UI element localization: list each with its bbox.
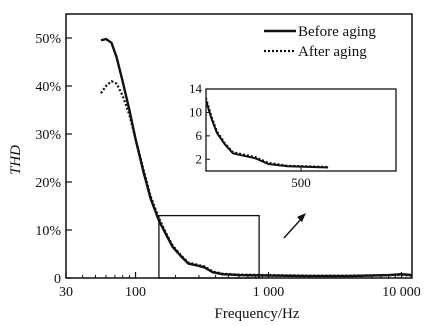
x-tick-label: 1 000 bbox=[253, 285, 285, 300]
zoom-annotation bbox=[158, 213, 306, 279]
zoom-box bbox=[158, 214, 260, 279]
inset-plot: 2 6 10 14 500 bbox=[189, 81, 397, 190]
zoom-arrow-line bbox=[283, 217, 303, 239]
x-axis-label: Frequency/Hz bbox=[215, 306, 300, 322]
y-tick-label: 50% bbox=[35, 32, 61, 47]
inset-y-tick-label: 10 bbox=[189, 104, 202, 119]
inset-frame bbox=[205, 88, 397, 172]
x-tick-label: 30 bbox=[59, 285, 73, 300]
inset-y-tick-label: 2 bbox=[196, 151, 203, 166]
y-tick-label: 0 bbox=[54, 272, 61, 287]
legend-label: After aging bbox=[298, 44, 367, 60]
zoom-arrow-head bbox=[297, 213, 306, 222]
x-tick-label: 100 bbox=[125, 285, 146, 300]
y-tick-label: 30% bbox=[35, 128, 61, 143]
series-line-before-aging bbox=[100, 37, 413, 278]
y-axis-label: THD bbox=[8, 145, 24, 175]
legend: Before aging After aging bbox=[264, 24, 376, 60]
main-series bbox=[100, 37, 413, 278]
y-tick-label: 40% bbox=[35, 80, 61, 95]
inset-x-tick-label: 500 bbox=[291, 175, 311, 190]
legend-label: Before aging bbox=[298, 24, 376, 40]
inset-y-tick-label: 6 bbox=[196, 128, 203, 143]
y-tick-label: 20% bbox=[35, 176, 61, 191]
inset-series-after-aging bbox=[206, 97, 329, 168]
inset-y-tick-label: 14 bbox=[189, 81, 203, 96]
y-axis-title: THD bbox=[8, 145, 24, 175]
y-tick-label: 10% bbox=[35, 224, 61, 239]
x-tick-label: 10 000 bbox=[382, 285, 421, 300]
